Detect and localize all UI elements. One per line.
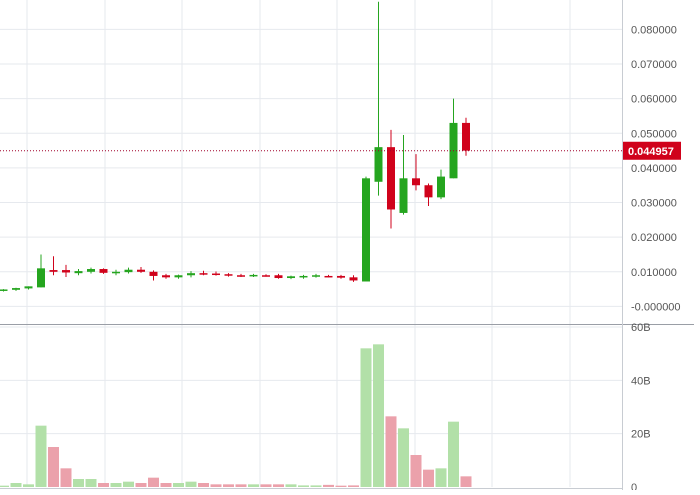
candle-body bbox=[99, 269, 108, 273]
candle-body bbox=[387, 147, 395, 210]
candle-body bbox=[287, 276, 295, 279]
candle-body bbox=[249, 274, 258, 277]
price-tick-label: 0.060000 bbox=[631, 94, 677, 106]
candle-body bbox=[349, 277, 358, 281]
volume-bar bbox=[448, 421, 459, 487]
volume-bar bbox=[110, 483, 122, 487]
grid-lines bbox=[0, 0, 622, 487]
volume-bar bbox=[123, 481, 134, 487]
candle-body bbox=[462, 122, 470, 151]
candle-series bbox=[0, 1, 470, 292]
volume-bar bbox=[173, 483, 184, 487]
candle-body bbox=[374, 147, 383, 182]
volume-bar bbox=[460, 476, 472, 487]
volume-bar bbox=[410, 455, 422, 487]
price-tick-label: 0.050000 bbox=[631, 128, 677, 140]
candle-body bbox=[162, 275, 170, 278]
volume-bar bbox=[223, 484, 234, 487]
candle-body bbox=[412, 178, 420, 186]
price-tick-label: 0.030000 bbox=[631, 198, 677, 210]
candle-body bbox=[437, 176, 445, 198]
volume-bar bbox=[35, 425, 47, 487]
candle-body bbox=[137, 269, 145, 272]
volume-bar bbox=[373, 344, 384, 487]
volume-bar bbox=[10, 483, 22, 487]
candle-body bbox=[224, 274, 233, 276]
volume-bar bbox=[335, 485, 347, 487]
candle-body bbox=[62, 270, 70, 273]
volume-tick-label: 60B bbox=[631, 322, 651, 334]
volume-series bbox=[0, 344, 472, 487]
candle-body bbox=[12, 288, 20, 290]
price-tick-label: 0.010000 bbox=[631, 267, 677, 279]
candle-body bbox=[299, 275, 308, 278]
volume-bar bbox=[273, 484, 284, 487]
candle-body bbox=[124, 269, 133, 273]
volume-bar bbox=[73, 479, 84, 487]
volume-bar bbox=[298, 485, 309, 487]
volume-bar bbox=[360, 348, 372, 487]
candle-body bbox=[24, 286, 33, 289]
candle-body bbox=[324, 275, 333, 278]
volume-bar bbox=[323, 484, 334, 487]
price-tick-label: 0.080000 bbox=[631, 24, 677, 36]
candle-body bbox=[149, 271, 158, 276]
candle-body bbox=[312, 275, 320, 277]
volume-bar bbox=[98, 483, 109, 487]
volume-bar bbox=[235, 484, 247, 487]
candle-body bbox=[49, 270, 58, 272]
volume-bar bbox=[60, 468, 72, 487]
volume-bar bbox=[210, 484, 222, 487]
candle-body bbox=[337, 275, 345, 278]
candle-body bbox=[262, 275, 270, 277]
current-price-tag-bg bbox=[623, 141, 681, 160]
candle-body bbox=[37, 268, 45, 288]
candle-body bbox=[399, 178, 408, 213]
volume-bar bbox=[198, 483, 209, 487]
volume-tick-label: 20B bbox=[631, 429, 651, 441]
volume-bar bbox=[185, 481, 197, 487]
volume-tick-label: 40B bbox=[631, 375, 651, 387]
candle-body bbox=[237, 275, 245, 277]
candle-body bbox=[199, 273, 208, 275]
volume-bar bbox=[23, 484, 34, 487]
volume-bar bbox=[0, 485, 9, 487]
candle-body bbox=[74, 271, 83, 274]
price-tick-label: 0.040000 bbox=[631, 163, 677, 175]
volume-bar bbox=[310, 485, 322, 487]
candle-body bbox=[212, 273, 220, 276]
volume-bar bbox=[385, 416, 397, 487]
current-price-tag-label: 0.044957 bbox=[628, 146, 674, 158]
candle-body bbox=[274, 275, 283, 279]
volume-bar bbox=[48, 447, 59, 487]
current-price-tag: 0.044957 bbox=[623, 141, 681, 160]
volume-tick-label: 0 bbox=[631, 482, 637, 490]
candle-body bbox=[174, 275, 183, 278]
candle-body bbox=[112, 271, 120, 274]
price-tick-label: 0.070000 bbox=[631, 59, 677, 71]
volume-bar bbox=[260, 484, 272, 487]
volume-bar bbox=[248, 484, 259, 487]
candle-body bbox=[187, 273, 195, 276]
candle-body bbox=[362, 178, 370, 282]
volume-axis-labels: 60B 40B 20B 0 bbox=[631, 322, 651, 494]
volume-bar bbox=[148, 477, 159, 487]
volume-bar bbox=[285, 484, 297, 487]
candle-body bbox=[424, 185, 433, 198]
price-tick-label: -0.000000 bbox=[631, 301, 681, 313]
volume-bar bbox=[135, 483, 147, 487]
volume-bar bbox=[435, 468, 447, 487]
volume-bar bbox=[160, 483, 172, 487]
price-tick-label: 0.020000 bbox=[631, 232, 677, 244]
volume-bar bbox=[423, 469, 434, 487]
volume-bar bbox=[398, 428, 409, 487]
price-axis-labels: 0.080000 0.070000 0.060000 0.050000 0.040000… bbox=[631, 24, 681, 313]
volume-bar bbox=[348, 485, 359, 487]
volume-bar bbox=[85, 479, 97, 487]
candle-body bbox=[87, 269, 95, 272]
candle-body bbox=[0, 289, 8, 291]
